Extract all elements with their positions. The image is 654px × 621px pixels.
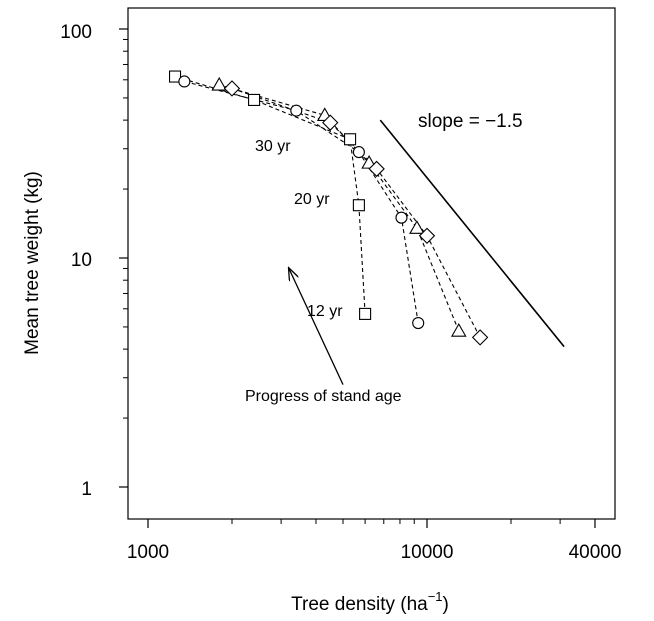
- diamond-point: [471, 329, 489, 346]
- x-tick-label-40000: 40000: [569, 542, 622, 563]
- triangle-point: [409, 220, 425, 234]
- x-tick-label-1000: 1000: [127, 542, 169, 563]
- square-point: [359, 307, 372, 320]
- diamond-point: [418, 227, 436, 245]
- x-axis-title: Tree density (ha−1): [291, 589, 449, 615]
- age-label-12yr: 12 yr: [307, 303, 343, 320]
- triangle-point: [450, 323, 467, 337]
- slope-label: slope = −1.5: [418, 111, 523, 132]
- circle-point: [290, 104, 303, 117]
- age-label-20yr: 20 yr: [294, 191, 330, 208]
- y-axis-title: Mean tree weight (kg): [22, 171, 43, 355]
- y-tick-label-10: 10: [71, 250, 92, 271]
- square-point: [168, 70, 182, 83]
- x-axis-ticks: [147, 519, 596, 528]
- triangle-point: [211, 76, 228, 91]
- square-point: [352, 199, 365, 212]
- y-axis-ticks: [119, 28, 128, 488]
- stand-age-arrow: [289, 268, 344, 385]
- slope-reference-line: [379, 119, 565, 348]
- x-tick-label-10000: 10000: [401, 542, 454, 563]
- square-series-line: [174, 76, 366, 314]
- age-label-30yr: 30 yr: [255, 138, 291, 155]
- circle-point: [352, 146, 365, 159]
- y-tick-label-100: 100: [60, 22, 92, 43]
- diamond-point: [368, 160, 385, 178]
- circle-point: [412, 316, 425, 330]
- diamond-point: [223, 80, 241, 97]
- x-axis-title-superscript: −1: [428, 589, 443, 604]
- plot-frame: [127, 7, 616, 520]
- square-point: [344, 133, 357, 146]
- square-point: [248, 93, 261, 106]
- x-axis-title-main: Tree density (ha: [291, 594, 428, 615]
- circle-point: [178, 75, 191, 88]
- stand-age-label: Progress of stand age: [245, 388, 402, 405]
- diamond-point: [322, 114, 339, 131]
- x-axis-title-close: ): [443, 594, 449, 615]
- circle-point: [395, 211, 408, 224]
- series-markers: [168, 70, 489, 346]
- y-tick-label-1: 1: [81, 479, 92, 500]
